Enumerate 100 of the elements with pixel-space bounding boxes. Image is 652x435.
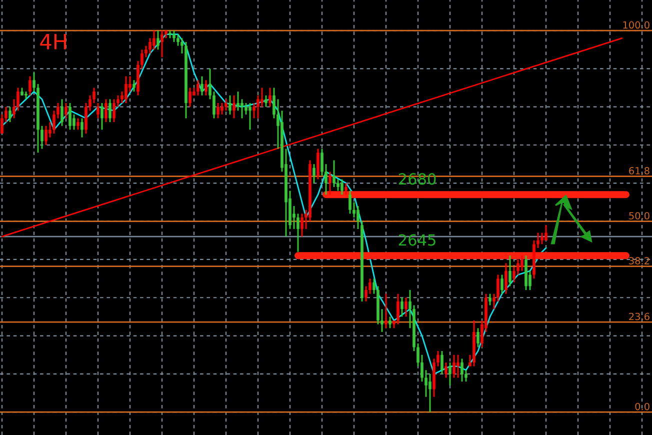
candlestick	[272, 87, 276, 119]
ref-line-label: 50.0	[629, 212, 650, 220]
candlestick	[116, 94, 120, 108]
candlestick	[44, 125, 48, 146]
candlestick	[52, 110, 56, 134]
candlestick	[468, 354, 472, 368]
candlestick	[224, 98, 228, 112]
candlestick	[56, 102, 60, 119]
candlestick	[156, 30, 160, 50]
candlestick	[384, 293, 388, 329]
candlestick	[12, 98, 16, 119]
candlestick	[352, 202, 356, 218]
candlestick	[504, 262, 508, 295]
candlestick	[400, 296, 404, 318]
candlestick	[232, 94, 236, 119]
candlestick	[368, 278, 372, 295]
annotation: 4H	[40, 34, 66, 50]
candlestick	[488, 293, 492, 306]
candlestick	[492, 293, 496, 310]
candlestick	[80, 118, 84, 138]
candlestick	[320, 148, 324, 176]
candlestick	[428, 373, 432, 413]
candlestick	[328, 171, 332, 196]
candlestick	[40, 125, 44, 150]
candlestick	[160, 30, 164, 58]
candlestick	[220, 102, 224, 116]
candlestick	[312, 163, 316, 184]
candlestick	[464, 369, 468, 382]
candlestick	[88, 94, 92, 112]
candlestick	[172, 30, 176, 43]
candlestick	[444, 362, 448, 378]
candlestick	[332, 160, 336, 188]
candlestick	[420, 354, 424, 382]
candlestick	[32, 72, 36, 92]
candlestick	[84, 102, 88, 134]
candlestick	[16, 87, 20, 112]
candlestick	[212, 90, 216, 119]
candlestick	[544, 224, 548, 242]
candlestick	[456, 354, 460, 378]
candlestick	[356, 205, 360, 230]
candlestick	[536, 232, 540, 249]
candlestick	[176, 34, 180, 46]
candlestick	[144, 45, 148, 58]
candlestick	[324, 163, 328, 196]
candlestick	[104, 98, 108, 123]
candlestick	[296, 212, 300, 253]
candlestick	[8, 106, 12, 123]
candlestick	[200, 76, 204, 96]
candlestick	[268, 87, 272, 108]
ref-line-label: 0.0	[635, 402, 650, 410]
candlestick	[408, 289, 412, 329]
candlestick	[216, 102, 220, 119]
candlestick	[424, 369, 428, 398]
candlestick	[188, 87, 192, 108]
candlestick	[500, 274, 504, 295]
candlestick	[436, 350, 440, 368]
candlestick	[108, 98, 112, 123]
candlestick	[476, 327, 480, 348]
ref-line-label: 23.6	[629, 312, 650, 320]
annotation: 2645	[398, 234, 436, 246]
candlestick	[344, 182, 348, 196]
candlestick	[76, 118, 80, 130]
candlestick	[512, 266, 516, 284]
candlestick	[380, 308, 384, 333]
candlestick	[316, 148, 320, 180]
candlestick	[460, 358, 464, 382]
candlestick	[228, 94, 232, 116]
candlestick	[92, 87, 96, 104]
ref-line-label: 100.0	[623, 21, 650, 29]
candlestick	[208, 68, 212, 100]
candlestick	[4, 106, 8, 123]
candlestick	[264, 94, 268, 108]
candlestick	[100, 102, 104, 130]
candlestick	[140, 48, 144, 70]
candlestick	[452, 354, 456, 378]
ref-line-label: 38.2	[629, 257, 650, 264]
candlestick	[60, 98, 64, 127]
candlestick	[260, 87, 264, 108]
candlestick	[520, 254, 524, 272]
candlestick	[388, 316, 392, 329]
candlestick	[396, 293, 400, 326]
candlestick	[404, 296, 408, 318]
candlestick	[180, 37, 184, 54]
candlestick	[148, 37, 152, 54]
candlestick	[300, 212, 304, 238]
candlestick	[196, 79, 200, 96]
candlestick	[64, 102, 68, 119]
candlestick	[348, 190, 352, 214]
candlestick	[440, 350, 444, 375]
candlestick	[416, 342, 420, 368]
candlestick	[340, 178, 344, 196]
candlestick	[256, 94, 260, 119]
candlestick	[372, 278, 376, 295]
candlestick	[236, 90, 240, 112]
candlestick	[152, 30, 156, 50]
candlestick	[364, 285, 368, 302]
candlestick	[508, 254, 512, 287]
candlestick	[496, 274, 500, 302]
candlestick	[112, 98, 116, 123]
candlestick	[248, 102, 252, 130]
